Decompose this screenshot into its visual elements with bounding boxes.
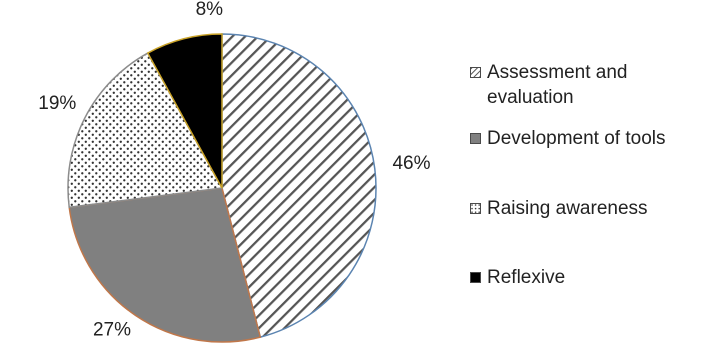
pie-slice-development-of-tools bbox=[68, 187, 262, 343]
legend-swatch-reflexive bbox=[470, 272, 481, 283]
pie-slice-raising-awareness bbox=[67, 52, 224, 209]
legend-label-reflexive: Reflexive bbox=[487, 267, 566, 288]
pie-slice-reflexive bbox=[146, 33, 223, 189]
legend-label-assessment-and-evaluation: Assessment and evaluation bbox=[487, 62, 628, 108]
legend-item-development-of-tools: Development of tools bbox=[470, 126, 717, 151]
legend-swatch-development-of-tools bbox=[470, 133, 481, 144]
legend-label-development-of-tools: Development of tools bbox=[487, 128, 666, 149]
legend-item-reflexive: Reflexive bbox=[470, 265, 717, 290]
pie-label-reflexive: 8% bbox=[196, 0, 224, 20]
pie-slice-assessment-and-evaluation bbox=[221, 33, 377, 339]
legend-swatch-assessment-and-evaluation bbox=[470, 67, 481, 78]
pie-label-assessment-and-evaluation: 46% bbox=[392, 153, 430, 174]
legend-label-raising-awareness: Raising awareness bbox=[487, 198, 648, 219]
legend-item-assessment-and-evaluation: Assessment and evaluation bbox=[470, 60, 717, 110]
legend-item-raising-awareness: Raising awareness bbox=[470, 196, 717, 221]
pie-label-raising-awareness: 19% bbox=[38, 93, 76, 114]
pie-label-development-of-tools: 27% bbox=[93, 320, 131, 341]
legend-swatch-raising-awareness bbox=[470, 203, 481, 214]
